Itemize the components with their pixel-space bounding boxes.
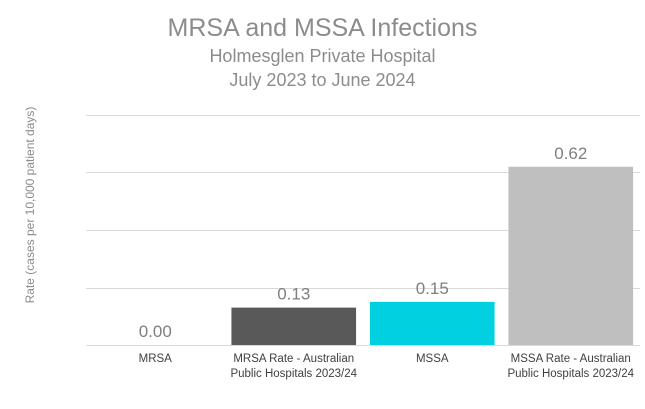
x-tick-label: MSSA Rate - Australian [511,353,631,365]
x-tick-label: MSSA [416,353,449,365]
x-tick-label: MRSA [139,353,173,365]
bar [508,166,634,345]
chart-title: MRSA and MSSA Infections [167,14,478,42]
x-tick-label: Public Hospitals 2023/24 [507,368,634,380]
data-label: 0.15 [416,279,449,298]
data-label: 0.62 [554,144,587,163]
chart-subtitle-line-2: July 2023 to June 2024 [229,70,416,90]
x-tick-label: Public Hospitals 2023/24 [230,368,357,380]
data-label: 0.00 [139,322,172,341]
x-tick-label: MRSA Rate - Australian [233,353,354,365]
chart-subtitle-line-1: Holmesglen Private Hospital [209,46,436,66]
bar [369,301,495,345]
data-label: 0.13 [277,285,310,304]
bar [231,307,357,345]
